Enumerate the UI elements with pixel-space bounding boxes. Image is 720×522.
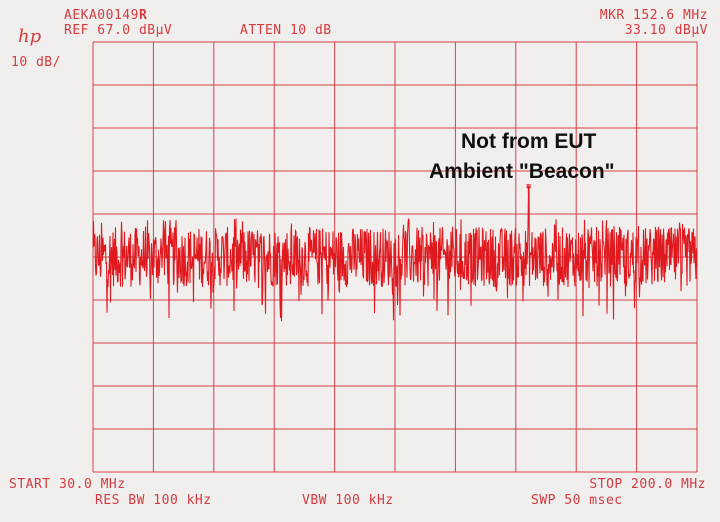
attenuation: ATTEN 10 dB <box>240 23 332 38</box>
marker-frequency: MKR 152.6 MHz <box>599 8 708 23</box>
ref-level: REF 67.0 dBµV <box>64 23 173 38</box>
marker-level: 33.10 dBµV <box>624 23 708 38</box>
annotation-line-1: Not from EUT <box>461 130 597 153</box>
scale-per-div: 10 dB/ <box>11 55 61 70</box>
sweep-time: SWP 50 msec <box>531 493 623 508</box>
marker-icon <box>526 184 531 189</box>
trace-id: AEKA00149R <box>64 8 148 23</box>
resolution-bandwidth: RES BW 100 kHz <box>95 493 212 508</box>
noise-trace <box>92 187 698 322</box>
start-frequency: START 30.0 MHz <box>9 477 126 492</box>
annotation-line-2: Ambient "Beacon" <box>429 160 615 183</box>
stop-frequency: STOP 200.0 MHz <box>589 477 706 492</box>
video-bandwidth: VBW 100 kHz <box>302 493 394 508</box>
hp-logo: hp <box>18 26 42 47</box>
